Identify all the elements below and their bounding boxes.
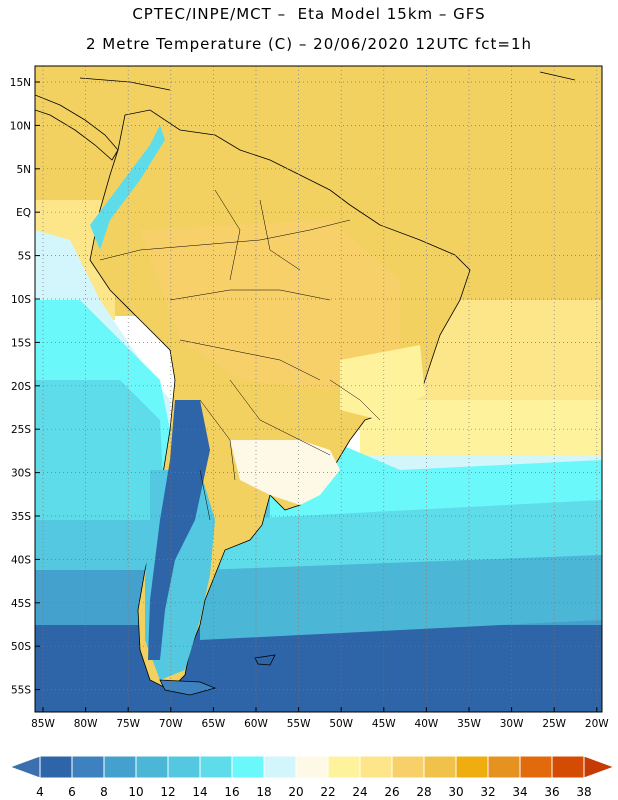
colorbar-label: 18 (256, 785, 271, 799)
colorbar-min-arrow (8, 755, 41, 779)
lon-label: 80W (74, 718, 98, 730)
tierra-del-fuego (159, 679, 217, 696)
borders (99, 189, 381, 521)
lon-label: 35W (457, 718, 481, 730)
andes-cold-core (148, 400, 210, 660)
longitude-labels: 85W 80W 75W 70W 65W 60W 55W 50W 45W 40W 35W 30W 25W 2… (31, 707, 609, 730)
colorbar-max-arrow (583, 755, 616, 779)
map-frame (34, 65, 603, 713)
lat-label: 15N (10, 77, 31, 89)
lat-label: 55S (11, 685, 31, 697)
colorbar-swatch (263, 755, 297, 779)
lat-label: 40S (11, 554, 31, 566)
lon-label: 40W (415, 718, 439, 730)
colorbar-swatch (551, 755, 585, 779)
colorbar (8, 755, 616, 779)
lat-label: 30S (11, 468, 31, 480)
graticule-grid (35, 66, 602, 712)
lon-label: 55W (287, 718, 311, 730)
colorbar-labels: 4 6 8 10 12 14 16 18 20 22 24 26 28 30 32 34 36 38 (36, 785, 591, 799)
lon-label: 45W (372, 718, 396, 730)
lat-label: 10S (11, 294, 31, 306)
colorbar-label: 4 (36, 785, 44, 799)
lat-label: EQ (16, 207, 31, 219)
colorbar-label: 8 (100, 785, 108, 799)
colorbar-swatch (327, 755, 361, 779)
colorbar-swatch (135, 755, 169, 779)
colorbar-swatch (519, 755, 553, 779)
atlantic-south-band-2 (200, 555, 602, 640)
colorbar-swatch (231, 755, 265, 779)
lat-label: 35S (11, 511, 31, 523)
colorbar-label: 10 (128, 785, 143, 799)
map-field (35, 66, 602, 712)
colorbar-swatch (167, 755, 201, 779)
map-title-line-2: 2 Metre Temperature (C) – 20/06/2020 12U… (85, 35, 533, 53)
colorbar-label: 6 (68, 785, 76, 799)
pacific-cyan-2 (35, 380, 165, 520)
colorbar-label: 34 (512, 785, 527, 799)
latitude-labels: 15N 10N 5N EQ 5S 10S 15S 20S 25S 30S 35S 40S 45S 50S 5… (10, 77, 40, 697)
colorbar-label: 22 (320, 785, 335, 799)
atlantic-cool-tongue (270, 440, 602, 520)
colorbar-swatch (39, 755, 73, 779)
colorbar-swatch (199, 755, 233, 779)
colorbar-swatch (71, 755, 105, 779)
field-band-atlantic-light (360, 400, 602, 460)
lat-label: 15S (11, 337, 31, 349)
colorbar-label: 28 (416, 785, 431, 799)
lat-label: 5S (18, 251, 32, 263)
colorbar-label: 12 (160, 785, 175, 799)
colorbar-label: 30 (448, 785, 463, 799)
southern-cone-cool (230, 440, 340, 505)
falkland-islands (254, 654, 276, 666)
colorbar-label: 14 (192, 785, 207, 799)
lon-label: 70W (159, 718, 183, 730)
lat-label: 45S (11, 598, 31, 610)
lat-label: 5N (16, 164, 31, 176)
colorbar-label: 16 (224, 785, 239, 799)
caribbean-islands (79, 71, 576, 91)
colorbar-swatch (103, 755, 137, 779)
brazil-warm-interior (140, 220, 400, 390)
colorbar-swatch (487, 755, 521, 779)
lat-label: 50S (11, 641, 31, 653)
lat-label: 10N (10, 120, 31, 132)
lon-label: 30W (500, 718, 524, 730)
lon-label: 65W (202, 718, 226, 730)
colorbar-label: 38 (576, 785, 591, 799)
andes-north-cold (90, 125, 165, 250)
lat-label: 20S (11, 381, 31, 393)
lon-label: 25W (542, 718, 566, 730)
colorbar-swatch (295, 755, 329, 779)
field-band-south-deep (35, 625, 602, 712)
colorbar-label: 24 (352, 785, 367, 799)
lon-label: 50W (329, 718, 353, 730)
colorbar-label: 32 (480, 785, 495, 799)
map-title-line-1: CPTEC/INPE/MCT – Eta Model 15km – GFS (132, 5, 486, 23)
colorbar-label: 36 (544, 785, 559, 799)
colorbar-swatch (455, 755, 489, 779)
colorbar-swatch (359, 755, 393, 779)
colorbar-label: 20 (288, 785, 303, 799)
colorbar-swatch (391, 755, 425, 779)
central-america (35, 94, 119, 161)
lat-label: 25S (11, 424, 31, 436)
lon-label: 85W (31, 718, 55, 730)
colorbar-label: 26 (384, 785, 399, 799)
lon-label: 20W (585, 718, 609, 730)
lon-label: 75W (116, 718, 140, 730)
lon-label: 60W (244, 718, 268, 730)
colorbar-swatch (423, 755, 457, 779)
